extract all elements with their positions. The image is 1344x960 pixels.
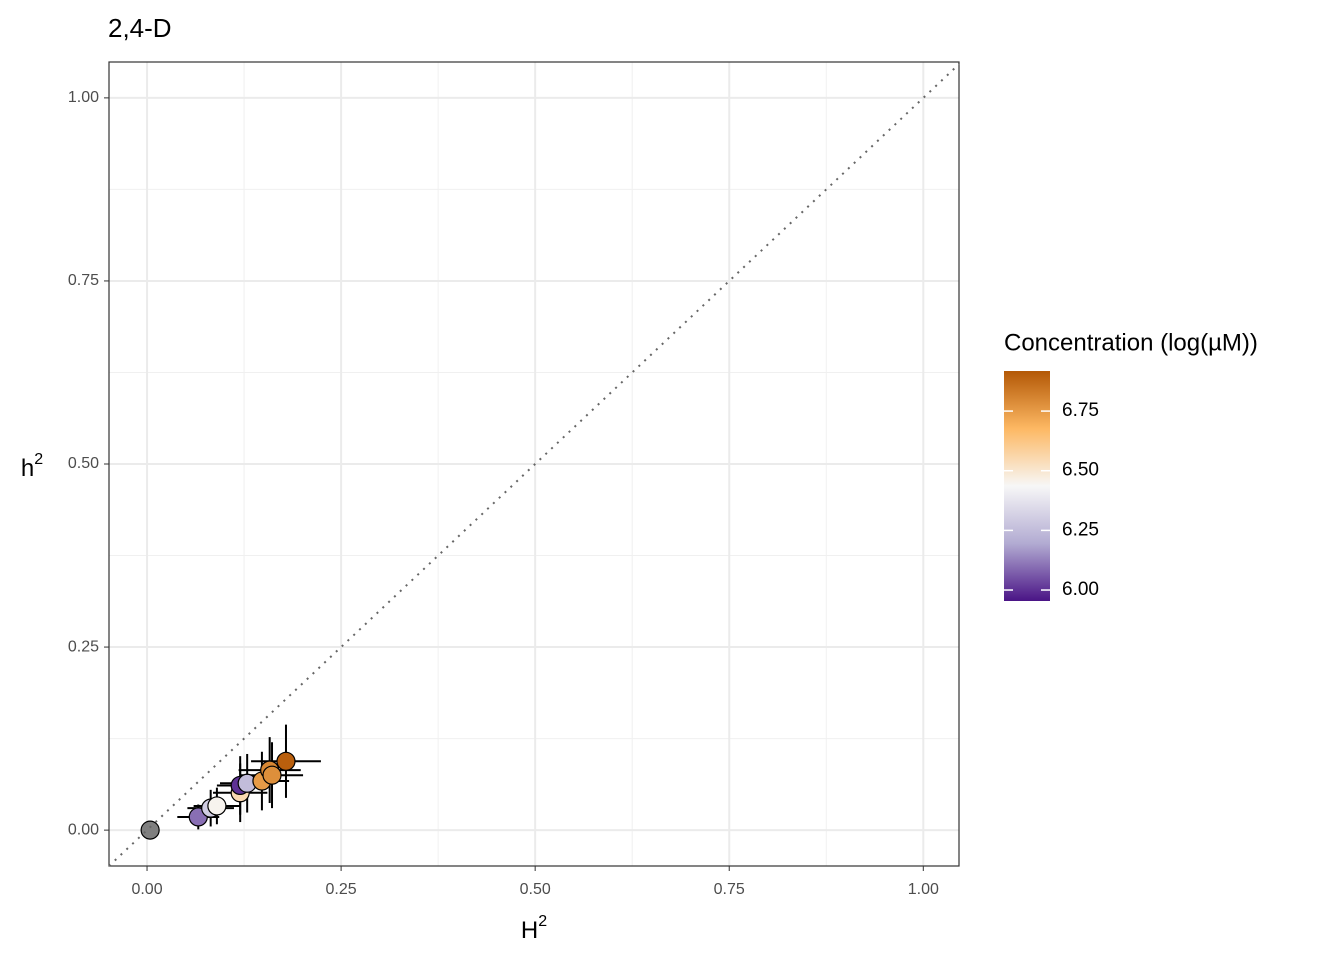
x-tick-label: 0.00 [131, 881, 162, 898]
colorbar-tick-label: 6.50 [1062, 460, 1099, 481]
colorbar-tick-label: 6.25 [1062, 519, 1099, 540]
colorbar-tick-label: 6.00 [1062, 579, 1099, 600]
point [262, 765, 282, 785]
x_label-sup: 2 [538, 913, 547, 930]
plot-border [108, 61, 960, 867]
point [207, 796, 227, 816]
x-label: H2 [521, 913, 547, 944]
y-tick-label: 0.50 [68, 455, 99, 472]
y-tick-label: 0.75 [68, 272, 99, 289]
x-tick-label: 0.25 [326, 881, 357, 898]
x-tick-label: 0.50 [520, 881, 551, 898]
x_label-text: H [521, 917, 538, 944]
y_label-sup: 2 [34, 451, 43, 468]
reference-line [108, 63, 960, 867]
colorbar-tick-label: 6.75 [1062, 400, 1099, 421]
colorbar [1004, 371, 1050, 601]
point [276, 751, 296, 771]
y-tick-label: 1.00 [68, 89, 99, 106]
x-tick-label: 0.75 [714, 881, 745, 898]
point [140, 820, 160, 840]
legend-title: Concentration (log(µM)) [1004, 329, 1258, 356]
x-tick-label: 1.00 [908, 881, 939, 898]
y-label: h2 [21, 451, 43, 482]
y_label-text: h [21, 455, 34, 482]
chart-title: 2,4-D [108, 13, 172, 43]
y-tick-label: 0.25 [68, 638, 99, 655]
y-tick-label: 0.00 [68, 821, 99, 838]
